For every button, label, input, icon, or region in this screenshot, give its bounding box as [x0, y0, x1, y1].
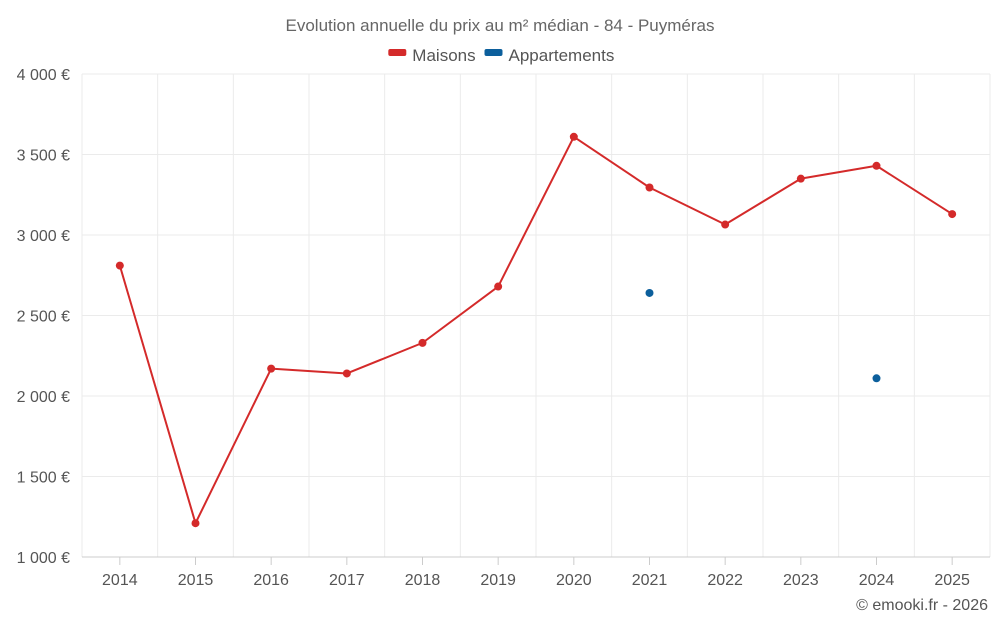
x-tick-label: 2022 [707, 572, 743, 589]
series-line-segment [345, 341, 424, 375]
x-tick-label: 2018 [405, 572, 441, 589]
legend-swatch [484, 49, 503, 56]
data-point [872, 374, 881, 383]
data-point [872, 161, 881, 170]
data-point [418, 338, 427, 347]
axes: 1 000 € 1 500 € 2 000 € 2 500 € 3 000 € 3 500… [17, 67, 990, 589]
series-layer [115, 132, 957, 528]
y-tick-label: 3 000 € [17, 228, 70, 245]
data-point [645, 183, 654, 192]
data-point [948, 210, 957, 219]
data-point [115, 261, 124, 270]
x-tick-label: 2020 [556, 572, 592, 589]
chart-title: Evolution annuelle du prix au m² médian … [286, 16, 715, 35]
y-tick-label: 2 000 € [17, 389, 70, 406]
y-tick-label: 3 500 € [17, 148, 70, 165]
data-point [342, 369, 351, 378]
data-point [191, 519, 200, 528]
x-tick-label: 2015 [178, 572, 214, 589]
x-tick-label: 2014 [102, 572, 138, 589]
data-point [645, 288, 654, 297]
series-maisons [115, 132, 957, 528]
x-tick-label: 2024 [859, 572, 895, 589]
data-point [494, 282, 503, 291]
x-tick-label: 2017 [329, 572, 365, 589]
data-point [721, 220, 730, 229]
series-line-segment [270, 367, 348, 375]
y-tick-label: 4 000 € [17, 67, 70, 84]
y-tick-label: 1 500 € [17, 470, 70, 487]
data-point [569, 132, 578, 141]
series-line-segment [497, 135, 575, 288]
x-tick-label: 2021 [632, 572, 668, 589]
x-tick-label: 2025 [934, 572, 970, 589]
legend-item-appartements: Appartements [484, 46, 615, 65]
series-appartements [645, 288, 881, 383]
series-line-segment [648, 186, 727, 226]
series-line-segment [421, 285, 500, 344]
grid [81, 73, 991, 557]
credit-text: © emooki.fr - 2026 [856, 597, 988, 614]
series-line-segment [194, 367, 273, 525]
series-line-segment [118, 264, 197, 525]
data-point [267, 364, 276, 373]
data-point [796, 174, 805, 183]
x-tick-label: 2016 [253, 572, 289, 589]
series-line-segment [572, 135, 651, 189]
legend-swatch [388, 49, 407, 56]
x-tick-label: 2023 [783, 572, 819, 589]
y-tick-label: 1 000 € [17, 550, 70, 567]
series-line-segment [799, 164, 878, 180]
legend-label: Maisons [412, 46, 475, 65]
x-tick-label: 2019 [480, 572, 516, 589]
legend-label: Appartements [509, 46, 615, 65]
series-line-segment [875, 164, 954, 216]
series-line-segment [724, 177, 802, 226]
legend-item-maisons: Maisons [388, 46, 476, 65]
legend: Maisons Appartements [388, 46, 614, 65]
y-tick-label: 2 500 € [17, 309, 70, 326]
